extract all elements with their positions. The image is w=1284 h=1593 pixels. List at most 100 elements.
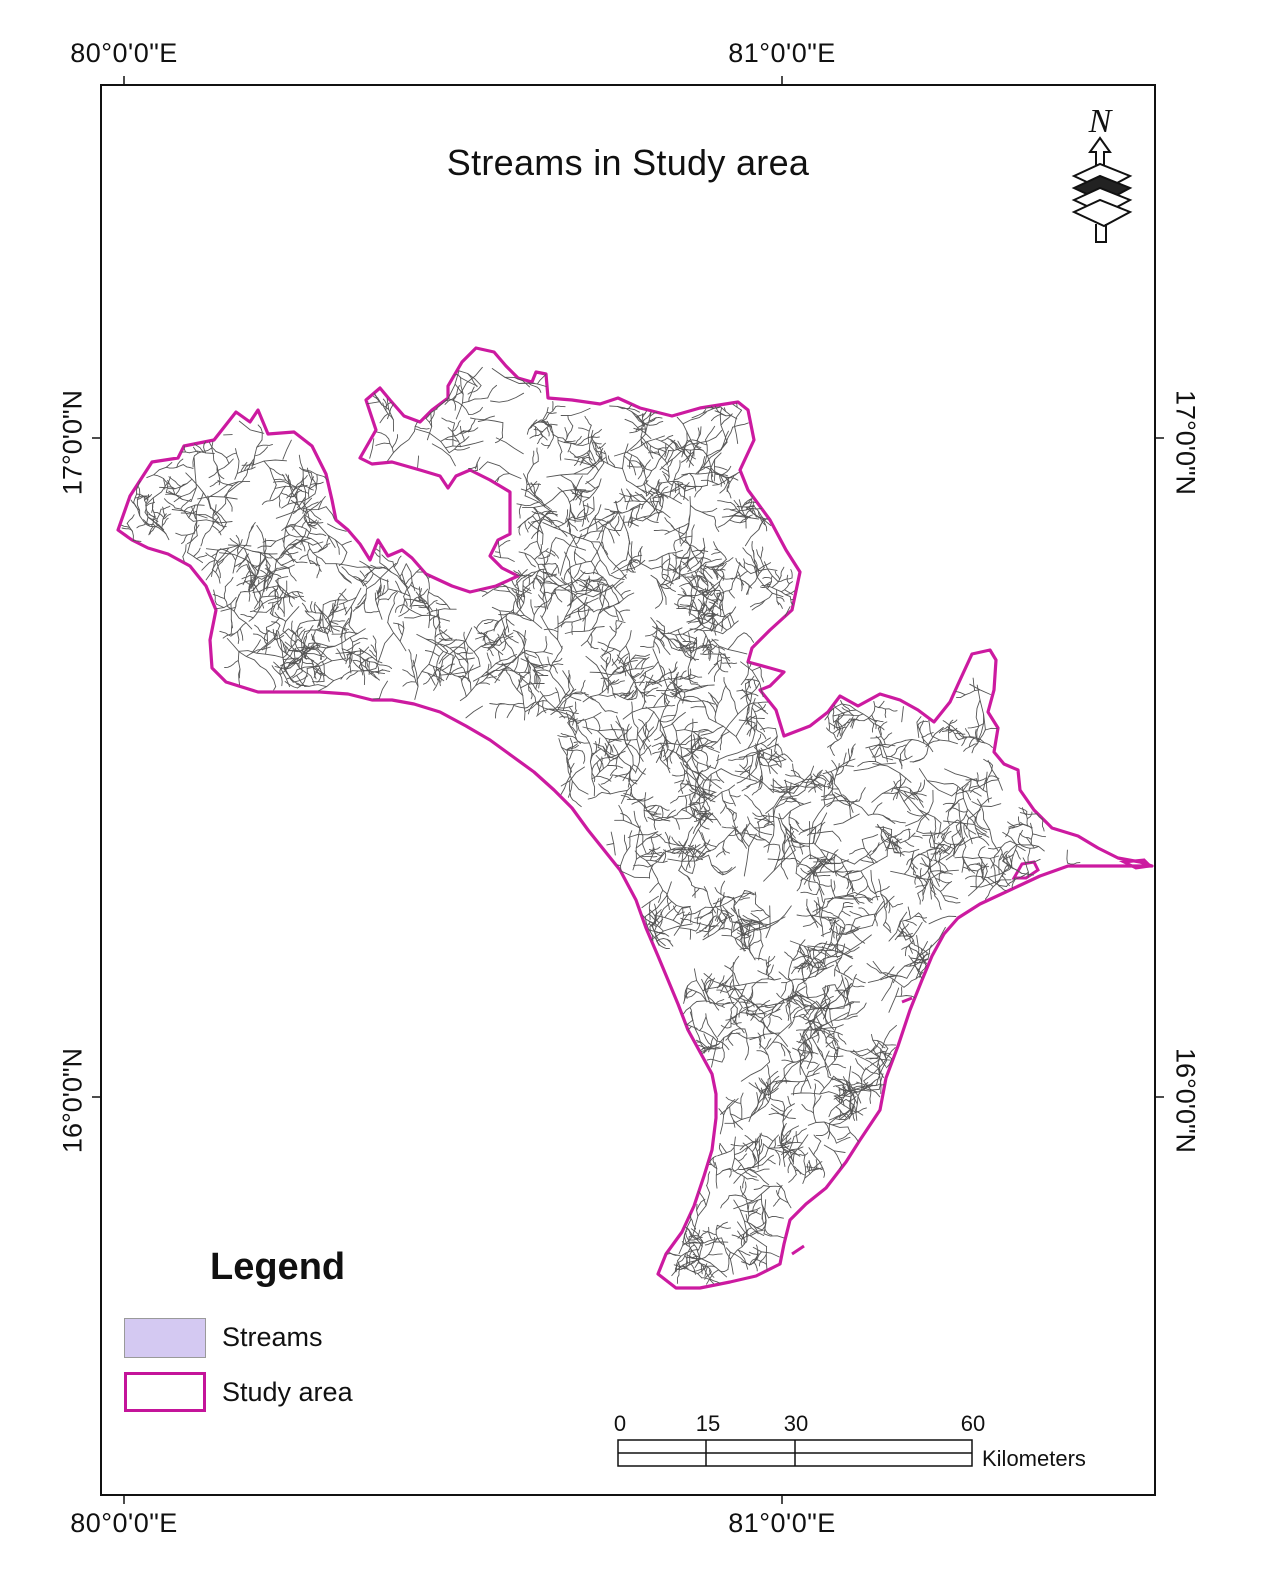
stream-segment bbox=[668, 835, 672, 851]
stream-segment bbox=[611, 630, 632, 666]
stream-segment bbox=[634, 491, 648, 502]
stream-segment bbox=[677, 598, 680, 609]
stream-segment bbox=[951, 836, 956, 855]
stream-segment bbox=[774, 570, 781, 580]
stream-segment bbox=[306, 467, 313, 482]
stream-segment bbox=[675, 634, 686, 657]
stream-segment bbox=[681, 471, 715, 476]
stream-segment bbox=[740, 661, 750, 686]
stream-segment bbox=[295, 539, 314, 546]
stream-segment bbox=[427, 591, 439, 597]
stream-segment bbox=[972, 677, 976, 691]
stream-segment bbox=[650, 838, 654, 855]
stream-segment bbox=[736, 1032, 747, 1039]
stream-segment bbox=[523, 473, 528, 497]
stream-segment bbox=[411, 604, 427, 608]
stream-segment bbox=[934, 895, 942, 911]
stream-segment bbox=[472, 661, 514, 682]
stream-segment bbox=[815, 769, 823, 780]
stream-segment bbox=[677, 483, 692, 487]
stream-segment bbox=[308, 560, 318, 567]
stream-segment bbox=[512, 598, 517, 615]
stream-segment bbox=[615, 620, 626, 623]
stream-segment bbox=[754, 747, 771, 774]
stream-segment bbox=[655, 479, 660, 490]
stream-segment bbox=[616, 405, 640, 413]
stream-segment bbox=[841, 974, 851, 1008]
stream-segment bbox=[951, 829, 961, 838]
stream-segment bbox=[238, 650, 284, 659]
stream-segment bbox=[567, 520, 578, 532]
stream-segment bbox=[635, 681, 645, 684]
stream-segment bbox=[660, 627, 683, 635]
stream-segment bbox=[894, 838, 899, 848]
stream-segment bbox=[516, 590, 526, 614]
stream-segment bbox=[729, 1113, 743, 1120]
stream-segment bbox=[727, 1034, 734, 1046]
stream-segment bbox=[674, 603, 691, 608]
stream-segment bbox=[699, 911, 713, 920]
stream-segment bbox=[979, 779, 999, 787]
stream-segment bbox=[688, 585, 693, 614]
stream-segment bbox=[625, 496, 631, 510]
stream-segment bbox=[254, 624, 268, 635]
stream-segment bbox=[821, 1167, 826, 1178]
stream-segment bbox=[1022, 857, 1029, 878]
stream-segment bbox=[747, 722, 756, 749]
stream-segment bbox=[704, 779, 721, 782]
stream-segment bbox=[535, 669, 550, 672]
stream-segment bbox=[156, 508, 162, 525]
stream-segment bbox=[791, 844, 806, 848]
stream-segment bbox=[374, 592, 383, 620]
stream-segment bbox=[892, 961, 925, 984]
stream-segment bbox=[797, 854, 811, 868]
stream-segment bbox=[543, 635, 548, 653]
stream-segment bbox=[518, 551, 540, 571]
stream-segment bbox=[922, 732, 934, 738]
stream-segment bbox=[301, 633, 308, 651]
stream-segment bbox=[627, 554, 643, 565]
stream-segment bbox=[812, 1095, 822, 1109]
stream-segment bbox=[633, 810, 647, 854]
stream-segment bbox=[812, 1097, 817, 1123]
stream-segment bbox=[848, 875, 864, 883]
stream-segment bbox=[528, 685, 533, 700]
stream-segment bbox=[259, 598, 265, 609]
stream-segment bbox=[246, 564, 263, 580]
stream-segment bbox=[386, 397, 394, 432]
stream-segment bbox=[452, 422, 456, 447]
stream-segment bbox=[977, 740, 993, 748]
stream-segment bbox=[827, 916, 832, 933]
stream-segment bbox=[607, 734, 623, 744]
stream-segment bbox=[724, 982, 768, 988]
stream-segment bbox=[626, 488, 634, 502]
stream-segment bbox=[687, 620, 701, 624]
stream-segment bbox=[307, 548, 311, 564]
stream-segment bbox=[824, 1000, 831, 1025]
stream-segment bbox=[890, 820, 906, 824]
stream-segment bbox=[545, 406, 557, 420]
stream-segment bbox=[813, 957, 827, 969]
stream-segment bbox=[299, 619, 324, 624]
stream-segment bbox=[722, 839, 726, 856]
stream-segment bbox=[811, 871, 844, 874]
stream-segment bbox=[197, 495, 238, 500]
stream-segment bbox=[433, 676, 440, 691]
stream-segment bbox=[237, 631, 240, 644]
stream-segment bbox=[886, 829, 893, 857]
stream-segment bbox=[824, 788, 834, 799]
stream-segment bbox=[954, 732, 966, 735]
stream-segment bbox=[767, 813, 770, 826]
stream-segment bbox=[667, 439, 692, 452]
stream-segment bbox=[225, 481, 239, 505]
stream-segment bbox=[680, 784, 684, 794]
stream-segment bbox=[833, 1026, 837, 1046]
stream-segment bbox=[588, 429, 594, 456]
stream-segment bbox=[792, 1013, 805, 1019]
stream-segment bbox=[454, 373, 459, 376]
stream-segment bbox=[643, 417, 657, 425]
stream-segment bbox=[436, 370, 460, 409]
stream-segment bbox=[783, 780, 817, 788]
stream-segment bbox=[487, 461, 522, 479]
stream-segment bbox=[684, 980, 698, 997]
